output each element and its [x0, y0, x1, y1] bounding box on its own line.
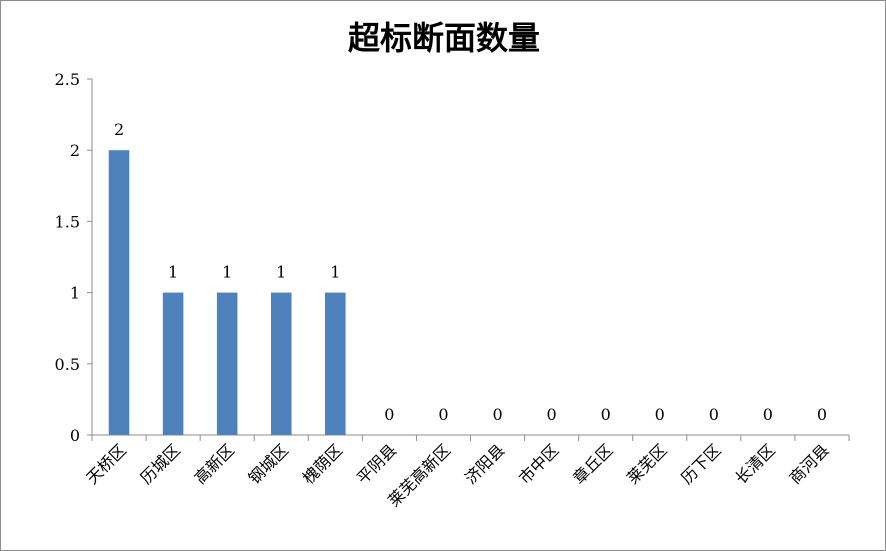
x-tick-label: 历城区	[137, 440, 184, 487]
x-tick-label: 市中区	[515, 440, 562, 487]
data-label: 0	[492, 405, 502, 424]
data-label: 0	[763, 405, 773, 424]
y-tick-label: 0.5	[55, 355, 80, 374]
x-tick-label: 莱芜区	[623, 440, 670, 487]
x-tick-label: 槐荫区	[299, 440, 346, 487]
data-label: 0	[547, 405, 557, 424]
x-tick-label: 商河县	[785, 440, 832, 487]
chart-title: 超标断面数量	[348, 19, 540, 57]
data-label: 0	[601, 405, 611, 424]
bar	[216, 292, 238, 435]
x-tick-label: 历下区	[677, 440, 724, 487]
data-labels: 2 1 1 1 1 0 0 0 0 0 0 0 0 0	[114, 120, 827, 424]
x-tick-label: 天桥区	[82, 440, 129, 487]
x-tick-label: 济阳县	[461, 440, 508, 487]
bars	[108, 150, 346, 435]
x-tick-label: 长清区	[731, 440, 778, 487]
y-tick-label: 1	[70, 284, 80, 303]
data-label: 0	[709, 405, 719, 424]
data-label: 1	[276, 263, 286, 282]
y-tick-label: 0	[70, 426, 80, 445]
y-tick-label: 2	[70, 141, 80, 160]
bar	[325, 292, 346, 435]
data-label: 0	[384, 405, 394, 424]
y-tick-label: 1.5	[55, 212, 80, 231]
x-tick-label: 高新区	[191, 440, 238, 487]
bar	[162, 292, 184, 435]
y-axis: 0 0.5 1 1.5 2 2.5	[55, 70, 93, 445]
x-tick-label: 章丘区	[569, 440, 616, 487]
data-label: 0	[655, 405, 665, 424]
data-label: 1	[222, 263, 232, 282]
bar	[270, 292, 292, 435]
data-label: 1	[168, 263, 178, 282]
x-tick-label: 钢城区	[245, 440, 292, 487]
data-label: 1	[330, 263, 340, 282]
x-tick-label: 平阴县	[353, 440, 400, 487]
data-label: 0	[438, 405, 448, 424]
data-label: 2	[114, 120, 124, 139]
bar	[108, 150, 130, 435]
y-tick-label: 2.5	[55, 70, 80, 89]
data-label: 0	[817, 405, 827, 424]
